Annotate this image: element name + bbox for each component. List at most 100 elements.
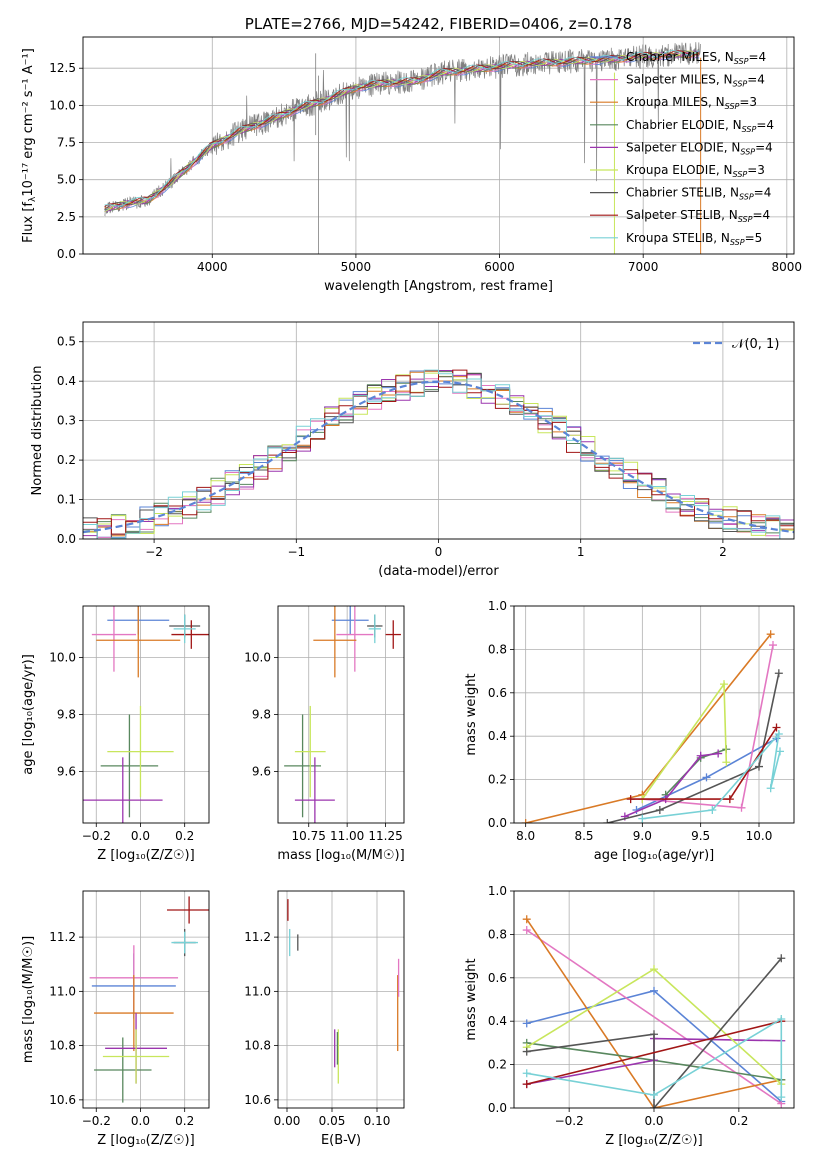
weight-marker-chab_stelib (650, 1104, 658, 1108)
y-tick-label: 5.0 (57, 173, 76, 187)
age_vs_mass-axes: 10.75 11.00 11.25 9.6 9.8 10.0 mass [log₁₀(M/M… (244, 606, 405, 863)
x-tick-label: 0.2 (175, 1114, 194, 1128)
y-tick-label: 0.2 (57, 453, 76, 467)
y-axis-label: Normed distribution (30, 366, 45, 496)
x-tick-label: 8.5 (574, 829, 593, 843)
weight-marker-salp_stelib (626, 795, 635, 804)
x-axis-label: (data-model)/error (378, 564, 499, 579)
y-tick-label: 12.5 (49, 61, 76, 75)
legend-label-sub: SSP (733, 80, 748, 89)
y-tick-label: 10.0 (49, 650, 76, 664)
mass_vs_Z-frame (82, 890, 210, 1109)
weight-marker-chab_miles (650, 986, 658, 995)
weight-marker-salp_elodie (714, 749, 723, 758)
y-tick-label: 0.2 (488, 1058, 507, 1072)
model-line-chab_miles (104, 52, 700, 212)
x-axis-label: wavelength [Angstrom, rest frame] (324, 279, 553, 294)
age_vs_Z-frame (82, 605, 210, 824)
weight-marker-chab_stelib (655, 805, 664, 814)
weight-line-salp_miles (642, 644, 774, 809)
x-tick-label: 10.75 (292, 829, 326, 843)
x-tick-label: 8000 (772, 260, 803, 274)
y-tick-label: 10.6 (49, 1093, 76, 1107)
x-tick-label: 0.10 (364, 1114, 391, 1128)
y-tick-label: 0.2 (488, 773, 507, 787)
legend-label: Kroupa MILES, N (626, 95, 725, 109)
histogram-group (83, 369, 794, 539)
weight-marker-krou_elodie (722, 758, 731, 767)
y-tick-label: 0.1 (57, 493, 76, 507)
weight-marker-salp_miles (737, 803, 746, 812)
y-tick-label: 10.8 (244, 1039, 271, 1053)
model-line-salp_stelib (104, 50, 700, 207)
y-tick-label: 0.5 (57, 335, 76, 349)
x-tick-label: 11.25 (368, 829, 402, 843)
legend-label: Kroupa STELIB, N (626, 231, 730, 245)
weight_vs_age-frame (513, 605, 795, 824)
gaussian-curve (83, 380, 794, 534)
y-axis-label: mass weight (464, 673, 479, 755)
legend-label-suffix: =5 (745, 231, 763, 245)
weight-marker-salp_stelib (725, 795, 734, 804)
y-tick-label: 1.0 (488, 884, 507, 898)
x-axis-label: Z [log₁₀(Z/Z☉)] (605, 1133, 702, 1148)
y-tick-label: 11.0 (49, 984, 76, 998)
weight-line-krou_miles (525, 633, 772, 823)
x-tick-label: 0.00 (274, 1114, 301, 1128)
model-line-krou_miles (104, 52, 700, 210)
residuals-axes: −2 −1 0 1 2 0.0 0.1 0.2 0.3 0.4 0.5 (data-model)/er… (30, 322, 794, 579)
weight_vs_Z-frame (513, 890, 795, 1109)
mass_vs_ebv-frame (277, 890, 405, 1109)
weight-marker-krou_stelib (708, 805, 717, 814)
y-tick-label: 0.6 (488, 686, 507, 700)
legend-label-suffix: =4 (747, 73, 765, 87)
weight-line-salp_stelib (526, 1020, 782, 1085)
weight-line-krou_stelib (526, 1017, 783, 1098)
legend-label-suffix: =4 (756, 118, 774, 132)
x-tick-label: 9.0 (633, 829, 652, 843)
weight-marker-salp_miles (522, 926, 531, 935)
weight-marker-krou_stelib (650, 1090, 658, 1099)
weight-line-chab_stelib (607, 673, 780, 823)
weight_vs_age-axes: 8.0 8.5 9.0 9.5 10.0 0.0 0.2 0.4 0.6 0.8 1.0 age [l… (464, 599, 794, 863)
y-axis-label: age [log₁₀(age/yr)] (21, 654, 36, 775)
weight-marker-krou_miles (522, 915, 531, 924)
age_vs_mass-points (284, 606, 401, 823)
model-line-salp_elodie (104, 50, 700, 212)
mass_vs_Z-points (89, 896, 209, 1103)
y-tick-label: 10.6 (244, 1093, 271, 1107)
y-axis-label: mass [log₁₀(M/M☉)] (21, 936, 36, 1063)
legend-entry-salp_stelib: Salpeter STELIB, NSSP=4 (626, 208, 770, 224)
y-axis-label-sub: λ (28, 196, 38, 202)
y-tick-label: 10.8 (49, 1039, 76, 1053)
age_vs_mass-frame (277, 605, 405, 824)
weight-line-salp_miles (526, 929, 782, 1105)
weight-marker-krou_elodie (720, 680, 728, 689)
x-tick-label: 4000 (197, 260, 228, 274)
y-axis-label: mass weight (464, 958, 479, 1040)
y-axis-label-part: 10⁻¹⁷ erg cm⁻² s⁻¹ A⁻¹] (21, 48, 36, 197)
age_vs_Z-points (83, 606, 209, 823)
y-axis-label-part: Flux [f (21, 202, 36, 243)
x-axis-label: Z [log₁₀(Z/Z☉)] (97, 1133, 194, 1148)
x-axis-label: E(B-V) (321, 1133, 361, 1148)
y-tick-label: 2.5 (57, 210, 76, 224)
legend-entry-krou_stelib: Kroupa STELIB, NSSP=5 (626, 231, 762, 247)
legend-label: Chabrier MILES, N (626, 50, 734, 64)
y-tick-label: 11.2 (49, 930, 76, 944)
x-tick-label: 0 (435, 545, 443, 559)
legend-label: Salpeter MILES, N (626, 73, 733, 87)
weight-marker-salp_stelib (522, 1080, 531, 1089)
x-axis-label: age [log₁₀(age/yr)] (594, 848, 715, 863)
legend-label: Salpeter ELODIE, N (626, 140, 740, 154)
x-tick-label: 0.2 (729, 1114, 748, 1128)
weight-marker-krou_stelib (522, 1069, 531, 1078)
legend-label-suffix: =4 (754, 186, 772, 200)
legend-label-sub: SSP (730, 238, 745, 247)
legend-entry-krou_elodie: Kroupa ELODIE, NSSP=3 (626, 163, 765, 179)
y-tick-label: 9.8 (57, 708, 76, 722)
legend-label-sub: SSP (733, 170, 748, 179)
weight-line-krou_miles (526, 918, 782, 1108)
y-tick-label: 0.4 (57, 374, 76, 388)
y-tick-label: 0.0 (488, 1101, 507, 1115)
